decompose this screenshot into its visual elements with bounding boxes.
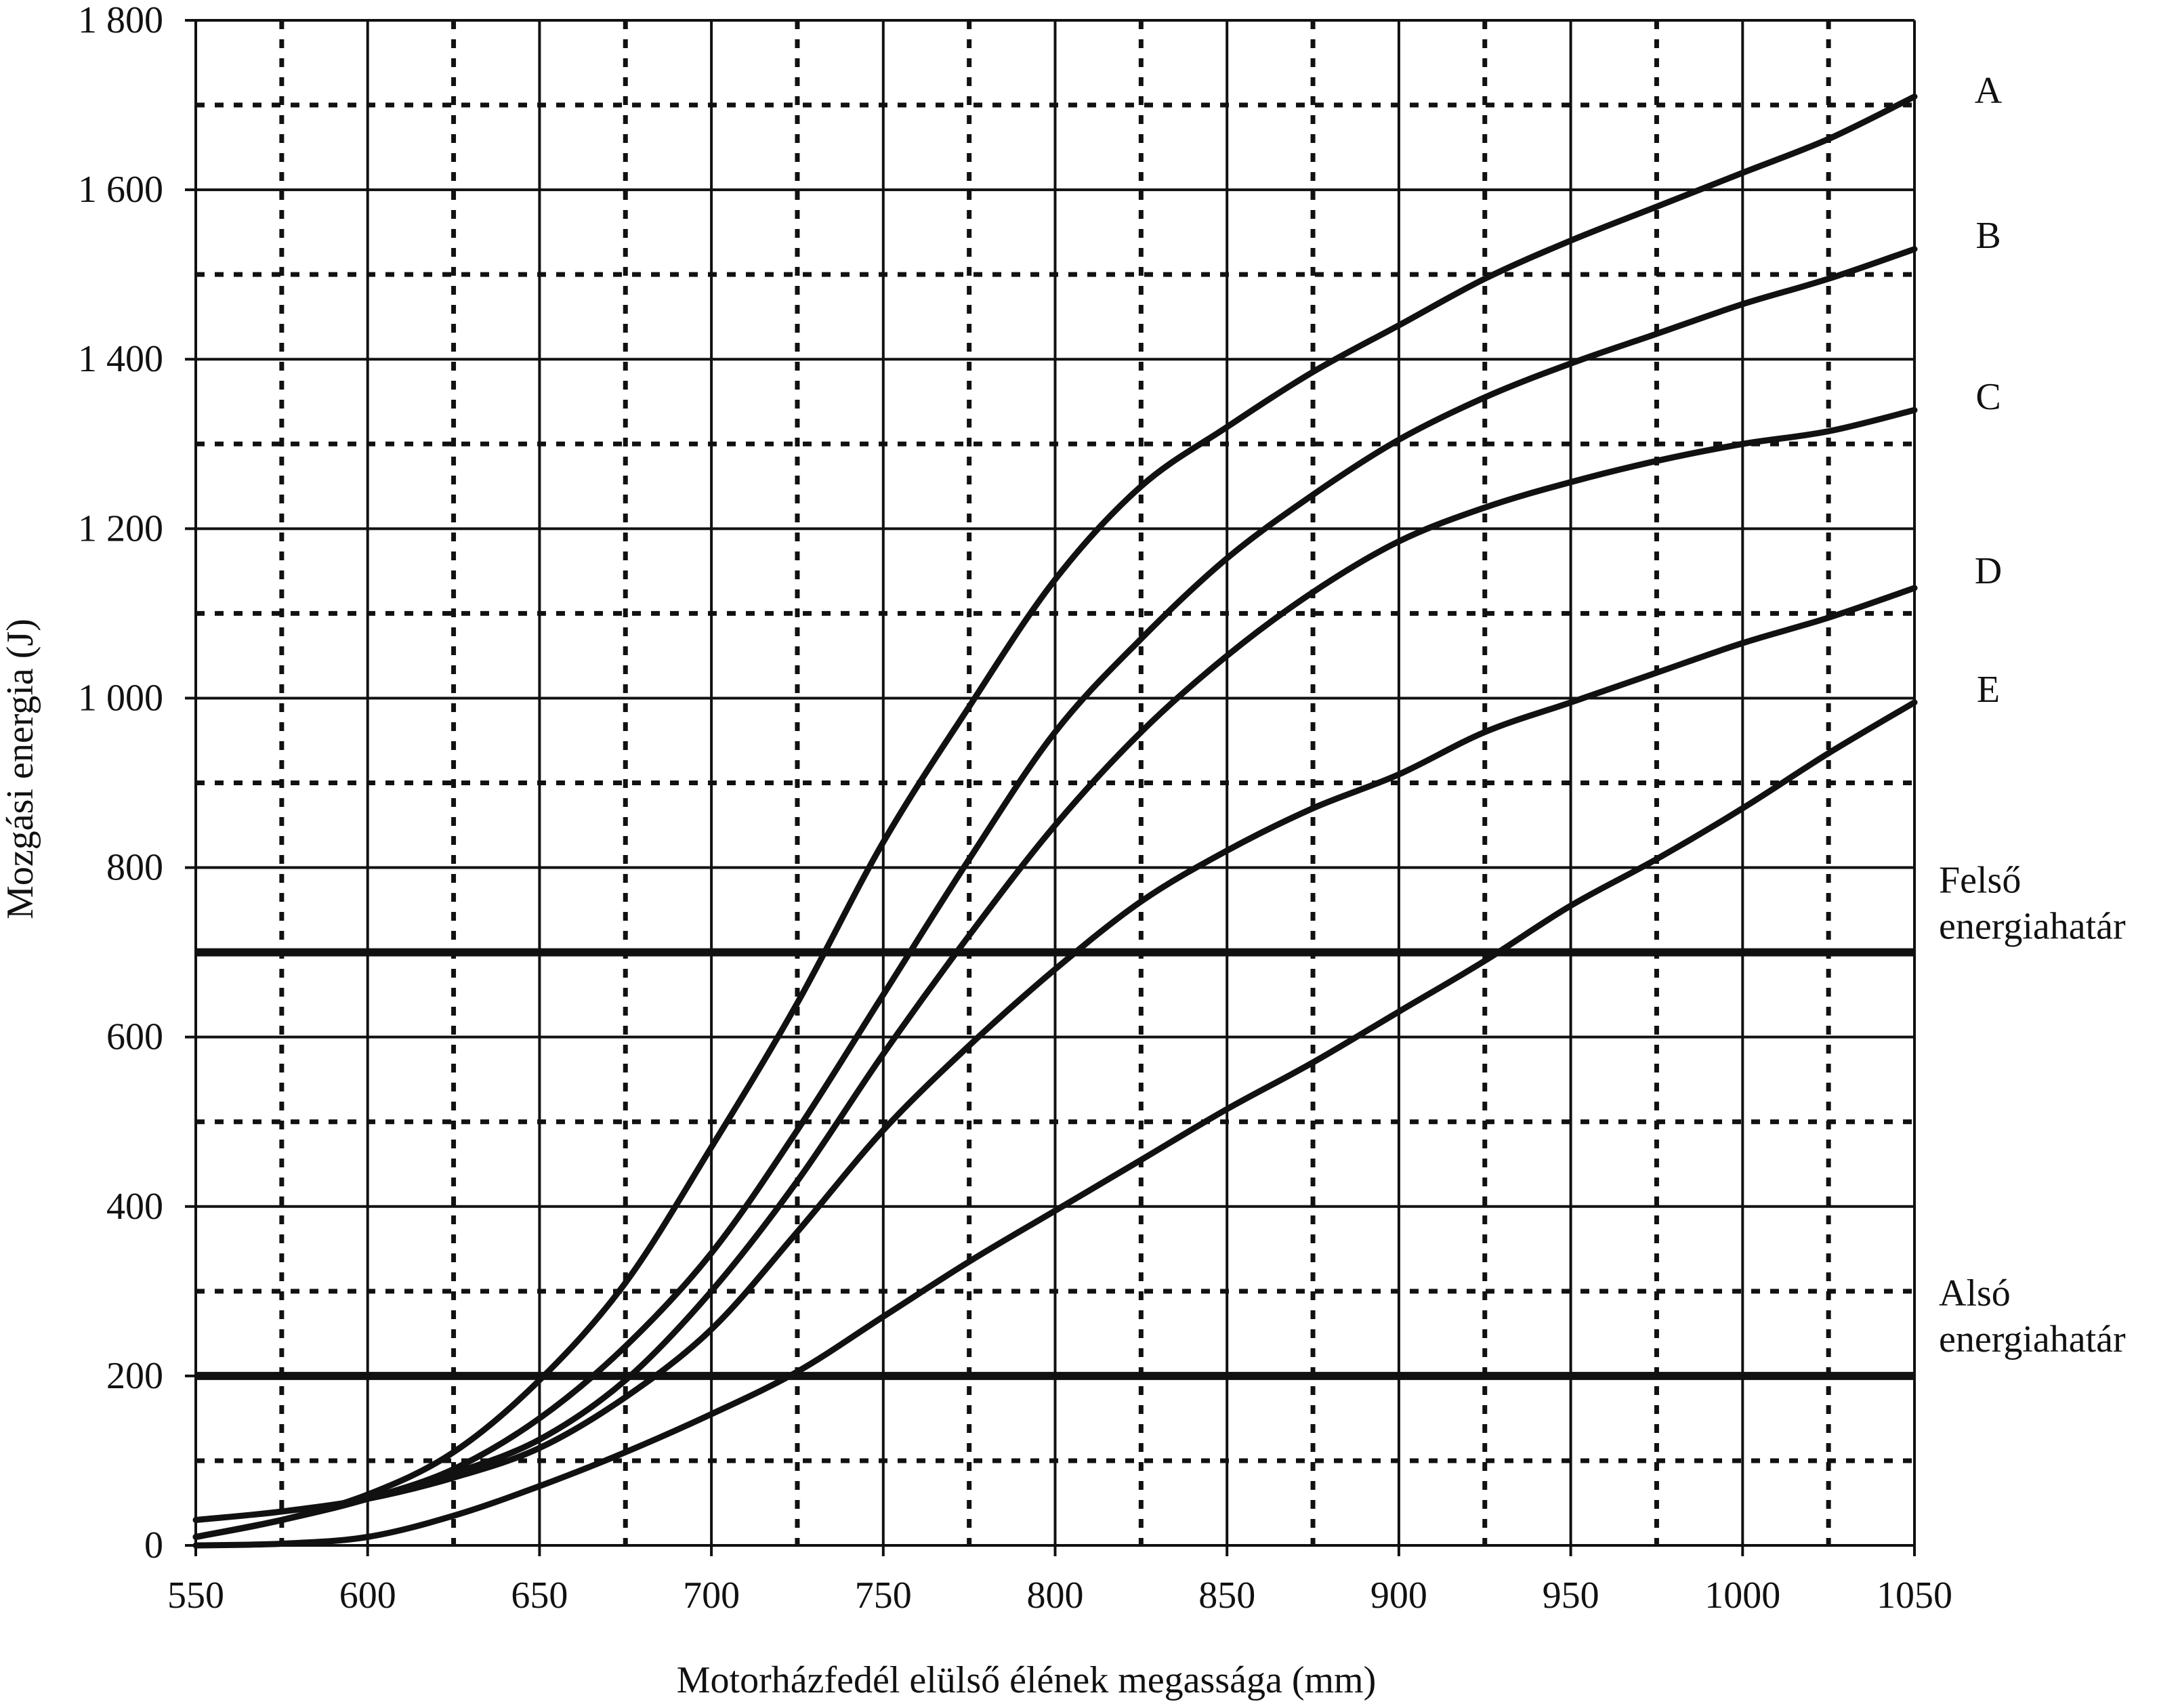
x-tick-label: 550 bbox=[167, 1575, 224, 1617]
x-tick-label: 650 bbox=[511, 1575, 568, 1617]
y-tick-label: 800 bbox=[106, 847, 163, 889]
x-tick-label: 1050 bbox=[1877, 1575, 1952, 1617]
x-tick-label: 800 bbox=[1027, 1575, 1084, 1617]
series-curve-e bbox=[192, 699, 1918, 1549]
series-curve-c bbox=[192, 407, 1918, 1540]
y-tick-label: 1 600 bbox=[78, 169, 163, 211]
series-curve-d bbox=[192, 585, 1918, 1523]
series-curve-b bbox=[192, 246, 1918, 1540]
series-curve-a bbox=[192, 93, 1918, 1540]
axis-titles: Motorházfedél elülső élének megassága (m… bbox=[0, 619, 1376, 1701]
limit-label-line1: Felső bbox=[1939, 860, 2021, 902]
series-label-c: C bbox=[1975, 376, 2001, 418]
x-tick-label: 950 bbox=[1543, 1575, 1599, 1617]
y-tick-label: 1 400 bbox=[78, 338, 163, 380]
y-tick-label: 1 800 bbox=[78, 0, 163, 41]
x-tick-label: 600 bbox=[339, 1575, 396, 1617]
x-tick-label: 700 bbox=[683, 1575, 740, 1617]
y-tick-label: 1 000 bbox=[78, 677, 163, 719]
y-tick-label: 600 bbox=[106, 1016, 163, 1058]
grid-layer bbox=[185, 19, 1916, 1556]
series-curves bbox=[192, 93, 1918, 1549]
energy-limit-lines bbox=[196, 948, 1914, 1380]
x-tick-label: 850 bbox=[1198, 1575, 1255, 1617]
y-tick-label: 1 200 bbox=[78, 507, 163, 549]
series-label-a: A bbox=[1975, 70, 2003, 112]
x-axis-title: Motorházfedél elülső élének megassága (m… bbox=[677, 1659, 1377, 1701]
y-axis-title: Mozgási energia (J) bbox=[0, 619, 41, 919]
x-tick-label: 750 bbox=[855, 1575, 912, 1617]
series-label-b: B bbox=[1975, 215, 2001, 257]
y-tick-label: 400 bbox=[106, 1186, 163, 1228]
limit-label-line2: energiahatár bbox=[1939, 906, 2126, 948]
limit-label-line1: Alsó bbox=[1939, 1272, 2011, 1314]
series-label-e: E bbox=[1977, 669, 2000, 711]
x-tick-label: 1000 bbox=[1704, 1575, 1780, 1617]
limit-label-line2: energiahatár bbox=[1939, 1318, 2126, 1360]
tick-labels: 550 600 650 700 750 800 850 900 950 1000 1050 0 200 4… bbox=[78, 0, 1952, 1617]
y-tick-label: 200 bbox=[106, 1355, 163, 1397]
x-tick-label: 900 bbox=[1370, 1575, 1427, 1617]
y-tick-label: 0 bbox=[144, 1524, 163, 1566]
series-label-d: D bbox=[1975, 550, 2002, 592]
